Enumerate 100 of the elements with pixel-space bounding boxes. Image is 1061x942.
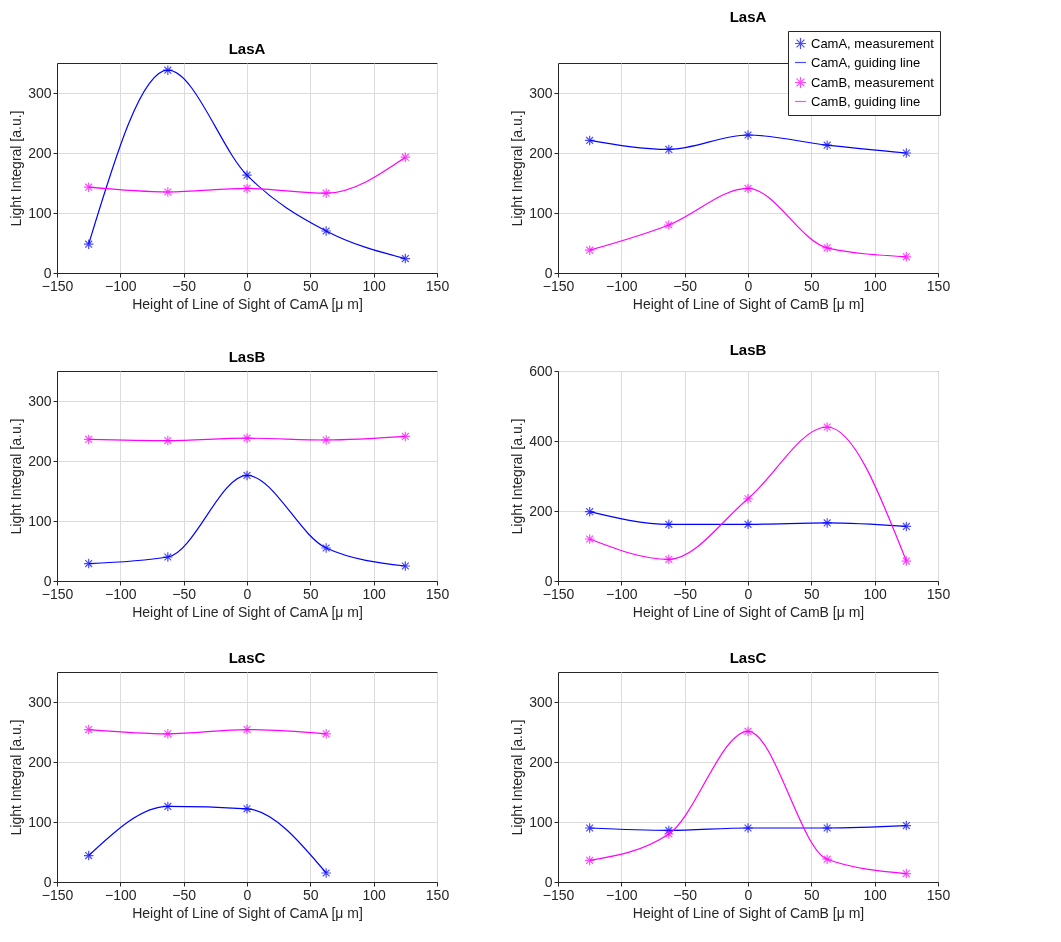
- x-tick-label: 0: [243, 886, 252, 903]
- point: [399, 431, 411, 442]
- point: [162, 801, 174, 812]
- point: [320, 225, 332, 237]
- point: [900, 820, 912, 831]
- point: [821, 822, 833, 834]
- x-tick-label: 50: [303, 886, 319, 903]
- y-tick-label: 100: [28, 204, 52, 221]
- point: [241, 183, 253, 194]
- point: [821, 517, 833, 529]
- x-tick-label: −100: [105, 886, 137, 903]
- chart-title: LasB: [228, 348, 266, 365]
- legend-label: CamB, measurement: [811, 74, 935, 90]
- point: [320, 434, 332, 446]
- chart-title: LasB: [729, 341, 767, 358]
- x-tick-label: 0: [744, 886, 753, 903]
- point: [900, 521, 912, 532]
- x-tick-label: 50: [303, 277, 319, 294]
- point: [742, 726, 754, 737]
- x-tick-label: 50: [804, 886, 820, 903]
- point: [821, 139, 833, 151]
- y-tick-label: 300: [28, 392, 52, 409]
- x-tick-label: −100: [606, 886, 638, 903]
- point: [83, 181, 95, 193]
- point: [162, 435, 174, 446]
- point: [584, 244, 596, 256]
- x-tick-label: 0: [744, 277, 753, 294]
- x-tick-label: −50: [172, 886, 197, 903]
- x-tick-label: −50: [172, 585, 197, 602]
- point: [584, 822, 596, 834]
- point: [241, 803, 253, 815]
- x-tick-label: 50: [804, 585, 820, 602]
- point: [399, 560, 411, 572]
- y-axis-title: Light Integral [a.u.]: [8, 110, 25, 227]
- x-tick-label: 100: [863, 585, 888, 602]
- y-tick-label: 200: [28, 144, 52, 161]
- point: [162, 551, 174, 563]
- point: [584, 135, 596, 146]
- x-tick-label: −50: [673, 277, 698, 294]
- y-axis-title: Light Integral [a.u.]: [509, 418, 526, 535]
- point: [584, 855, 596, 866]
- point: [399, 151, 411, 163]
- y-axis-title: Light Integral [a.u.]: [8, 418, 25, 535]
- y-tick-label: 200: [529, 753, 553, 770]
- chart-title: LasA: [729, 7, 767, 25]
- point: [663, 518, 675, 530]
- x-axis-title: Height of Line of Sight of CamB [μ m]: [632, 603, 865, 620]
- x-tick-label: 50: [303, 585, 319, 602]
- point: [584, 533, 596, 545]
- point: [241, 432, 253, 444]
- x-axis-title: Height of Line of Sight of CamB [μ m]: [632, 295, 865, 312]
- x-tick-label: 150: [926, 277, 951, 294]
- x-tick-label: 0: [243, 277, 252, 294]
- point: [742, 518, 754, 530]
- y-axis-title: Light Integral [a.u.]: [8, 719, 25, 836]
- point: [742, 493, 754, 505]
- y-tick-label: 100: [529, 813, 553, 830]
- x-tick-label: 150: [425, 886, 450, 903]
- legend-label: CamA, guiding line: [811, 54, 921, 70]
- y-tick-label: 100: [28, 813, 52, 830]
- x-tick-label: 100: [863, 277, 888, 294]
- point: [663, 219, 675, 231]
- point: [83, 434, 95, 445]
- y-tick-label: 200: [529, 144, 553, 161]
- point: [241, 169, 253, 181]
- point: [83, 724, 95, 735]
- point: [162, 728, 174, 740]
- x-axis-title: Height of Line of Sight of CamB [μ m]: [632, 904, 865, 921]
- y-tick-label: 300: [529, 693, 553, 710]
- chart-title: LasC: [729, 649, 767, 666]
- point: [821, 242, 833, 254]
- point: [83, 850, 95, 861]
- x-tick-label: 0: [243, 585, 252, 602]
- y-tick-label: 400: [529, 432, 553, 449]
- point: [663, 553, 675, 565]
- x-axis-title: Height of Line of Sight of CamA [μ m]: [132, 295, 363, 312]
- x-tick-label: 150: [425, 277, 450, 294]
- point: [399, 253, 411, 264]
- chart-title: LasA: [228, 40, 266, 57]
- x-tick-label: 150: [425, 585, 450, 602]
- point: [584, 506, 596, 518]
- point: [83, 238, 95, 250]
- y-tick-label: 200: [28, 452, 52, 469]
- y-tick-label: 300: [28, 84, 52, 101]
- x-tick-label: −50: [172, 277, 197, 294]
- point: [821, 853, 833, 865]
- point: [742, 129, 754, 141]
- x-tick-label: 100: [863, 886, 888, 903]
- x-tick-label: −50: [673, 886, 698, 903]
- x-tick-label: 100: [362, 585, 387, 602]
- point: [320, 542, 332, 554]
- x-axis-title: Height of Line of Sight of CamA [μ m]: [132, 603, 363, 620]
- y-tick-label: 100: [529, 204, 553, 221]
- x-axis-title: Height of Line of Sight of CamA [μ m]: [132, 904, 363, 921]
- x-tick-label: −100: [606, 277, 638, 294]
- x-tick-label: 150: [926, 886, 951, 903]
- y-tick-label: 100: [28, 512, 52, 529]
- point: [83, 558, 95, 569]
- x-tick-label: −50: [673, 585, 698, 602]
- point: [900, 555, 912, 567]
